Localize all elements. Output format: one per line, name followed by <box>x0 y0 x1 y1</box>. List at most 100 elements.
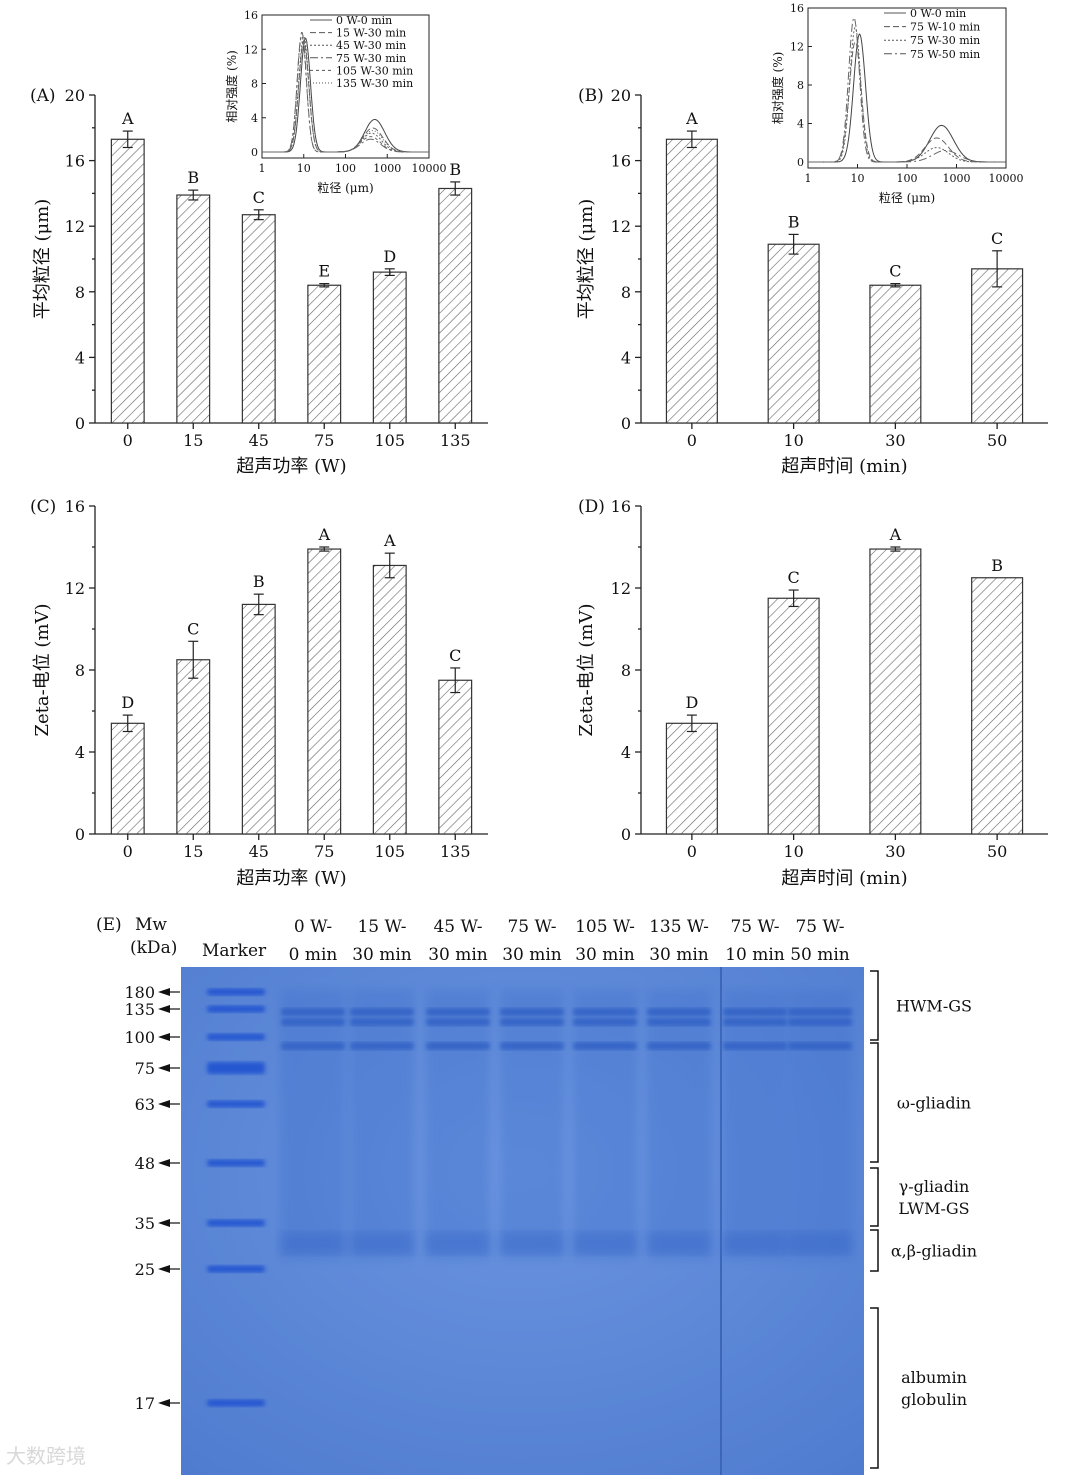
significance-letter: C <box>187 619 199 638</box>
watermark: 大数跨境 <box>6 1444 86 1468</box>
significance-letter: D <box>685 693 698 712</box>
hmw-band <box>426 1008 490 1016</box>
x-axis-title: 超声时间 (min) <box>781 456 907 477</box>
y-axis-title: Zeta-电位 (mV) <box>32 603 53 736</box>
hmw-band <box>788 1018 852 1026</box>
y-tick-label: 0 <box>75 825 85 844</box>
y-tick-label: 20 <box>65 86 85 105</box>
inset-x-tick-label: 10 <box>851 172 865 185</box>
significance-letter: A <box>383 531 396 550</box>
bar-50 <box>971 577 1024 835</box>
hmw-band <box>573 1008 637 1016</box>
gliadin-band <box>723 1232 787 1254</box>
hmw-band <box>281 1008 345 1016</box>
group-label: ω-gliadin <box>897 1094 971 1113</box>
protein-group-brackets: HWM-GS ω-gliadin γ-gliadin LWM-GS α,β-gliadi… <box>870 970 977 1469</box>
bar-30 <box>869 548 922 835</box>
marker-band <box>207 1265 265 1273</box>
group-label: globulin <box>901 1390 967 1409</box>
mw-unit: (kDa) <box>130 938 177 958</box>
marker-band <box>207 988 265 996</box>
panel-label: (D) <box>578 497 605 517</box>
x-tick-label: 10 <box>783 431 803 450</box>
inset-legend-label: 75 W-50 min <box>910 48 980 61</box>
hmw-band <box>500 1008 564 1016</box>
inset-x-tick-label: 1000 <box>943 172 971 185</box>
y-tick-label: 0 <box>621 825 631 844</box>
lane-label-line1: 135 W- <box>649 917 709 937</box>
inset-y-tick-label: 12 <box>244 43 258 56</box>
lane-smear <box>426 990 490 1260</box>
panel-c-zeta-vs-power: (C) 0 4 8 12 16 D 0 C 15 B 45 A 75 A 105 C 135 超声功率 (W) Zet… <box>30 497 488 889</box>
gliadin-band <box>350 1232 414 1254</box>
significance-letter: A <box>317 525 330 544</box>
inset-legend-label: 75 W-30 min <box>336 52 406 65</box>
gel-bands <box>207 988 852 1407</box>
group-label: albumin <box>901 1368 967 1387</box>
panel-e-sds-page-gel: (E) Mw (kDa) Marker 0 W- 0 min 15 W- 30 min… <box>96 915 977 1475</box>
y-tick-label: 12 <box>611 579 631 598</box>
significance-letter: A <box>889 525 902 544</box>
inset-y-tick-label: 16 <box>790 2 804 15</box>
significance-letter: A <box>685 109 698 128</box>
hmw-band <box>500 1018 564 1026</box>
lane-label-line2: 30 min <box>649 945 709 965</box>
inset-legend-label: 45 W-30 min <box>336 39 406 52</box>
mw-arrow <box>158 988 170 996</box>
inset-x-tick-label: 1 <box>805 172 812 185</box>
x-tick-label: 75 <box>314 431 334 450</box>
hmw-band <box>573 1042 637 1050</box>
gel-lane-smears <box>281 990 852 1260</box>
mw-label: 100 <box>124 1028 155 1047</box>
panel-a-particle-size-vs-power: (A) 0 4 8 12 16 20 A 0 B 15 C 45 E 75 D 105 B 135 超声功率 (W) 平… <box>30 86 488 477</box>
gliadin-band <box>426 1232 490 1254</box>
x-tick-label: 0 <box>687 431 697 450</box>
lane-smear <box>350 990 414 1260</box>
marker-band <box>207 1159 265 1167</box>
gliadin-band <box>281 1232 345 1254</box>
group-label: α,β-gliadin <box>891 1242 977 1261</box>
mw-label: 25 <box>135 1260 155 1279</box>
group-bracket <box>870 1167 879 1227</box>
bar-15 <box>176 194 211 424</box>
gliadin-band <box>647 1232 711 1254</box>
mw-arrow <box>158 1399 170 1407</box>
x-tick-label: 45 <box>249 431 269 450</box>
x-tick-label: 135 <box>440 842 471 861</box>
inset-legend-label: 105 W-30 min <box>336 64 413 77</box>
y-axis-title: 平均粒径 (μm) <box>32 199 53 320</box>
significance-letter: D <box>383 247 396 266</box>
significance-letter: B <box>788 212 800 231</box>
bar-0 <box>110 138 145 424</box>
mw-label: 63 <box>135 1095 155 1114</box>
inset-x-tick-label: 10000 <box>412 162 447 175</box>
hmw-band <box>723 1008 787 1016</box>
marker-label: Marker <box>202 941 267 961</box>
inset-x-tick-label: 1 <box>259 162 266 175</box>
panel-b-inset-size-distribution: 0 4 8 12 16 1 10 100 1000 10000 粒径 (μm) 相对强度 (%) 0 W… <box>770 2 1024 205</box>
marker-band <box>207 1219 265 1227</box>
hmw-band <box>723 1018 787 1026</box>
inset-y-tick-label: 4 <box>251 112 258 125</box>
inset-frame <box>261 14 430 159</box>
significance-letter: C <box>889 262 901 281</box>
mw-label: 135 <box>124 1000 155 1019</box>
significance-letter: B <box>991 556 1003 575</box>
significance-letter: C <box>788 568 800 587</box>
lane-smear <box>723 990 787 1260</box>
y-tick-label: 16 <box>65 497 85 516</box>
bar-10 <box>767 243 820 424</box>
significance-letter: B <box>253 572 265 591</box>
bar-105 <box>372 271 407 424</box>
lane-smear <box>500 990 564 1260</box>
y-tick-label: 4 <box>75 743 85 762</box>
bar-30 <box>869 284 922 424</box>
y-tick-label: 12 <box>65 579 85 598</box>
panel-d-zeta-vs-time: (D) 0 4 8 12 16 D 0 C 10 A 30 B 50 超声时间 (min) Zeta-电位 (… <box>576 497 1048 889</box>
hmw-band <box>723 1042 787 1050</box>
y-tick-label: 8 <box>75 283 85 302</box>
bar-45 <box>241 603 276 835</box>
lane-label-line1: 75 W- <box>795 917 844 937</box>
